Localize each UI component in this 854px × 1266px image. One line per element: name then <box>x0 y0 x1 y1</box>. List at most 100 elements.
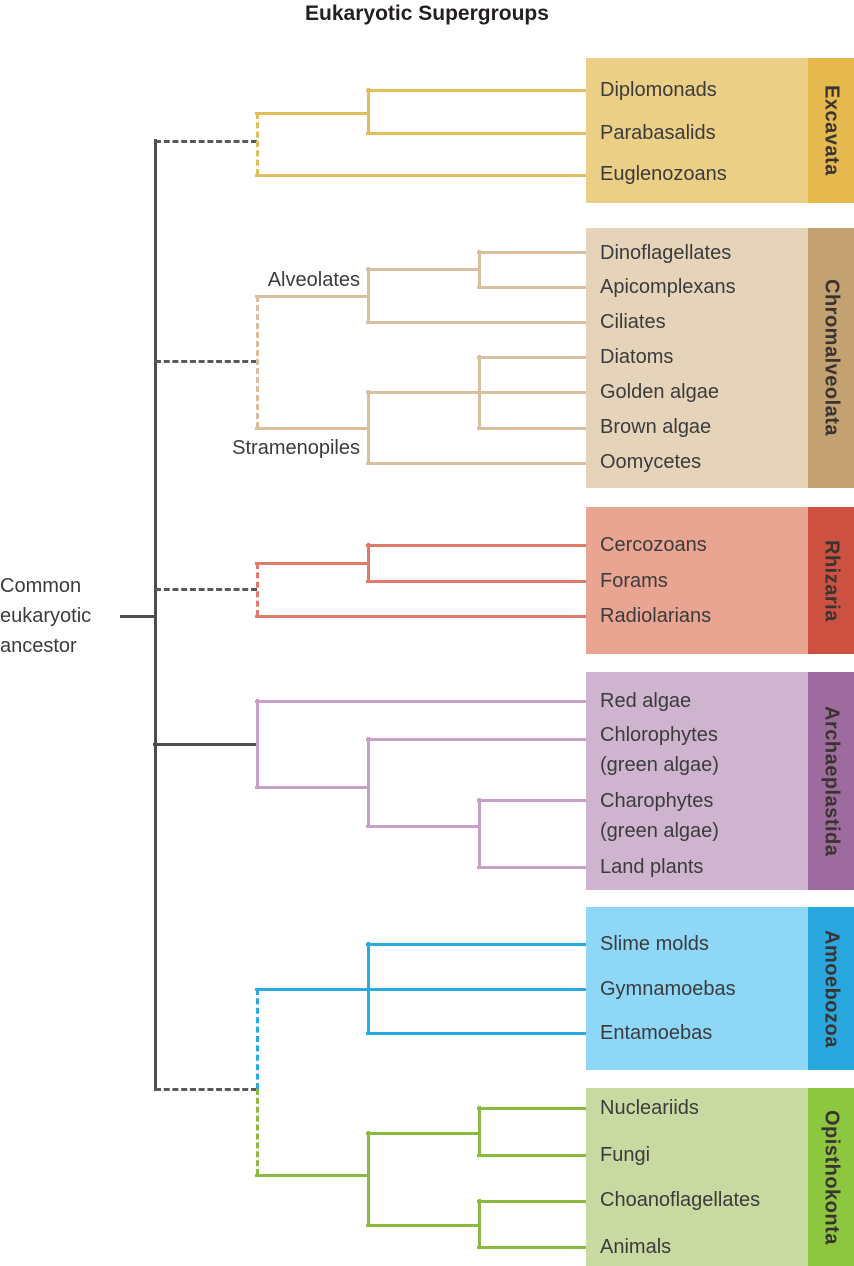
dashed-connector-excavata <box>155 140 257 143</box>
group-name-archaeplastida: Archaeplastida <box>820 705 843 857</box>
alveolates-label: Alveolates <box>267 269 360 291</box>
branch-line <box>255 295 370 298</box>
dashed-branch-line <box>256 989 259 1089</box>
solid-connector-archaeplastida <box>153 743 259 746</box>
branch-line <box>366 544 588 547</box>
branch-line <box>478 1106 481 1157</box>
group-box-opisthokonta: Nucleariids Fungi Choanoflagellates Anim… <box>586 1088 854 1266</box>
dashed-branch-line <box>256 113 259 175</box>
branch-line <box>478 798 481 869</box>
branch-line <box>366 132 588 135</box>
group-name-chromalveolata: Chromalveolata <box>820 279 843 437</box>
group-box-archaeplastida-main: Red algae Chlorophytes (green algae) Cha… <box>586 672 808 890</box>
group-strip-excavata: Excavata <box>808 58 854 203</box>
branch-line <box>477 799 588 802</box>
group-name-excavata: Excavata <box>820 85 843 176</box>
branch-line <box>367 543 370 583</box>
taxon-label: Nucleariids <box>600 1097 699 1119</box>
taxon-label: (green algae) <box>600 754 719 776</box>
taxon-label: Slime molds <box>600 933 709 955</box>
branch-line <box>478 355 481 430</box>
group-strip-opisthokonta: Opisthokonta <box>808 1088 854 1266</box>
group-box-archaeplastida: Red algae Chlorophytes (green algae) Cha… <box>586 672 854 890</box>
group-box-chromalveolata: Dinoflagellates Apicomplexans Ciliates D… <box>586 228 854 488</box>
group-strip-chromalveolata: Chromalveolata <box>808 228 854 488</box>
branch-line <box>366 1224 481 1227</box>
branch-line <box>477 1246 588 1249</box>
branch-line <box>255 615 588 618</box>
dashed-branch-line <box>256 1089 259 1175</box>
taxon-label: Choanoflagellates <box>600 1189 761 1211</box>
branch-line <box>367 88 370 135</box>
branch-line <box>255 562 370 565</box>
diagram-title: Eukaryotic Supergroups <box>305 2 549 25</box>
dashed-connector-chromalveolata <box>155 360 257 363</box>
branch-line <box>478 1199 481 1249</box>
taxon-label: Cercozoans <box>600 534 707 556</box>
group-box-excavata-main: Diplomonads Parabasalids Euglenozoans <box>586 58 808 203</box>
branch-line <box>366 268 481 271</box>
group-box-excavata: Diplomonads Parabasalids Euglenozoans Ex… <box>586 58 854 203</box>
branch-line <box>255 1174 370 1177</box>
branch-line <box>366 825 481 828</box>
taxon-label: Ciliates <box>600 311 666 333</box>
branch-line <box>366 738 588 741</box>
taxon-label: Diatoms <box>600 346 674 368</box>
dashed-connector-unikonta <box>155 1088 257 1091</box>
branch-line <box>366 1132 481 1135</box>
branch-line <box>477 286 588 289</box>
group-box-amoebozoa-main: Slime molds Gymnamoebas Entamoebas <box>586 907 808 1070</box>
group-box-chromalveolata-main: Dinoflagellates Apicomplexans Ciliates D… <box>586 228 808 488</box>
taxon-label: Parabasalids <box>600 122 716 144</box>
group-name-rhizaria: Rhizaria <box>820 539 843 622</box>
ancestor-label-line3: ancestor <box>0 635 77 657</box>
stramenopiles-label: Stramenopiles <box>232 437 360 459</box>
branch-line <box>255 174 588 177</box>
ancestor-label-line1: Common <box>0 575 82 597</box>
branch-line <box>367 942 370 1035</box>
branch-line <box>367 390 370 465</box>
taxon-label: Forams <box>600 570 668 592</box>
taxon-label: Charophytes <box>600 790 714 812</box>
taxon-label: Radiolarians <box>600 605 712 627</box>
taxon-label: Gymnamoebas <box>600 978 736 1000</box>
branch-line <box>255 427 370 430</box>
branch-line <box>366 580 588 583</box>
ancestor-label-line2: eukaryotic <box>0 605 92 627</box>
taxon-label: Brown algae <box>600 416 712 438</box>
taxon-label: Apicomplexans <box>600 276 736 298</box>
taxon-label: Dinoflagellates <box>600 242 732 264</box>
branch-line <box>255 700 588 703</box>
group-strip-amoebozoa: Amoebozoa <box>808 907 854 1070</box>
branch-line <box>477 1107 588 1110</box>
branch-line <box>477 866 588 869</box>
taxon-label: Euglenozoans <box>600 163 727 185</box>
taxon-label: Fungi <box>600 1144 651 1166</box>
taxon-label: Diplomonads <box>600 79 717 101</box>
taxon-label: (green algae) <box>600 820 719 842</box>
branch-line <box>477 1200 588 1203</box>
group-strip-rhizaria: Rhizaria <box>808 507 854 654</box>
group-name-amoebozoa: Amoebozoa <box>820 929 843 1048</box>
branch-line <box>367 737 370 828</box>
dashed-connector-rhizaria <box>155 588 257 591</box>
ancestor-connector-line <box>120 615 157 618</box>
branch-line <box>366 943 588 946</box>
branch-line <box>478 250 481 289</box>
branch-line <box>255 988 588 991</box>
branch-line <box>367 267 370 324</box>
group-box-rhizaria-main: Cercozoans Forams Radiolarians <box>586 507 808 654</box>
taxon-label: Animals <box>600 1236 672 1258</box>
branch-line <box>366 89 588 92</box>
group-box-opisthokonta-main: Nucleariids Fungi Choanoflagellates Anim… <box>586 1088 808 1266</box>
taxon-label: Chlorophytes <box>600 724 718 746</box>
branch-line <box>366 391 588 394</box>
branch-line <box>477 356 588 359</box>
branch-line <box>256 699 259 789</box>
group-box-amoebozoa: Slime molds Gymnamoebas Entamoebas Amoeb… <box>586 907 854 1070</box>
branch-line <box>255 786 370 789</box>
dashed-branch-line <box>256 296 259 428</box>
taxon-label: Land plants <box>600 856 704 878</box>
branch-line <box>366 462 588 465</box>
